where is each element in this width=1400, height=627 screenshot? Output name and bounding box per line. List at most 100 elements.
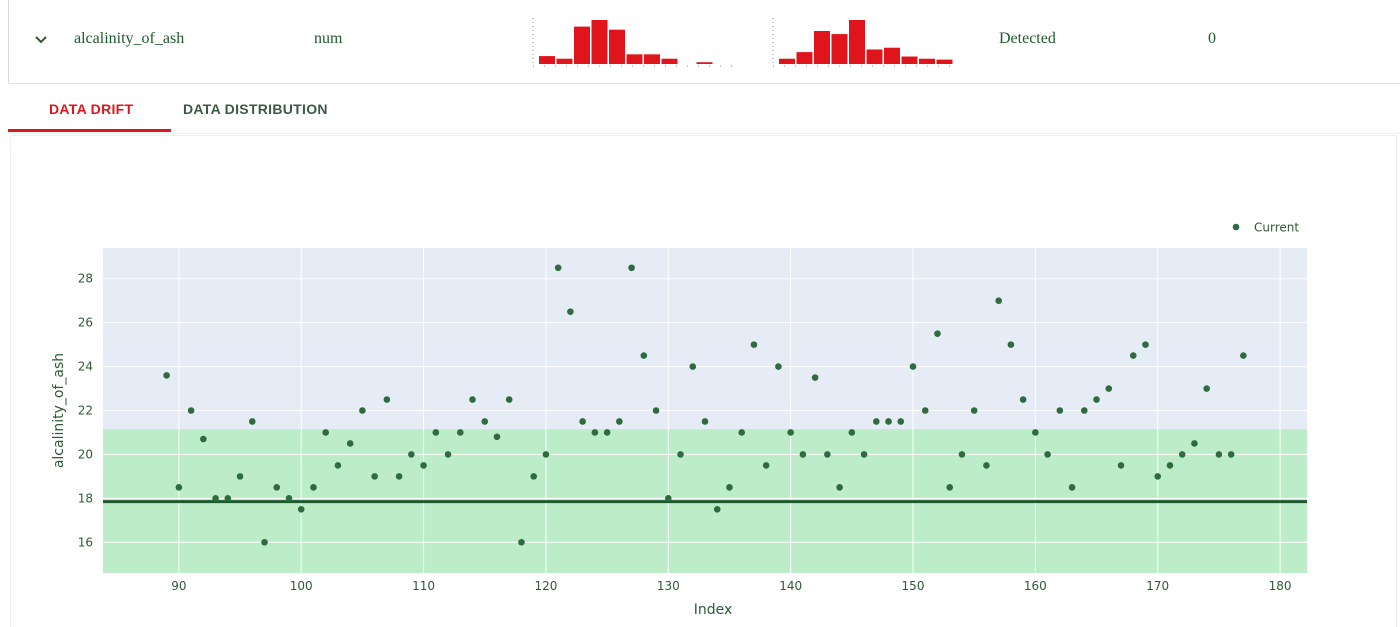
data-point: [1032, 429, 1039, 436]
mini-hist-bar: [884, 47, 900, 64]
data-point: [420, 462, 427, 469]
data-point: [983, 462, 990, 469]
data-point: [591, 429, 599, 436]
data-point: [970, 407, 978, 414]
data-point: [383, 396, 391, 403]
data-point: [493, 433, 501, 441]
feature-type: num: [314, 30, 343, 47]
data-point: [701, 418, 709, 425]
data-point: [1203, 385, 1210, 392]
data-point: [1105, 385, 1113, 392]
mini-hist-bar: [556, 58, 573, 64]
x-tick-label: 120: [534, 579, 557, 593]
data-point: [713, 506, 721, 513]
mini-hist-bar: [831, 34, 848, 64]
tab-data-drift[interactable]: DATA DRIFT: [49, 101, 134, 117]
mini-hist-bar: [936, 59, 953, 64]
data-point: [726, 484, 733, 491]
data-point: [775, 363, 782, 370]
data-point: [175, 484, 183, 491]
data-point: [848, 429, 856, 436]
mini-hist-bar: [574, 26, 590, 65]
data-point: [359, 407, 366, 414]
y-tick-label: 26: [78, 316, 93, 330]
y-tick-label: 28: [78, 272, 93, 286]
data-point: [432, 429, 440, 436]
data-point: [456, 429, 464, 436]
data-point: [163, 372, 170, 379]
y-axis-label: alcalinity_of_ash: [51, 353, 67, 468]
mini-hist-bar: [609, 29, 625, 64]
drift-scatter-chart: 16 18 20 22 24 26 28 90 100 110 120 130 140 150 160 170…: [51, 221, 1307, 618]
data-point: [408, 451, 415, 458]
data-point: [1240, 352, 1247, 359]
data-point: [518, 538, 525, 546]
data-point: [603, 429, 611, 436]
data-point: [273, 484, 281, 491]
data-point: [824, 451, 831, 458]
x-tick-label: 150: [902, 579, 925, 593]
data-point: [1117, 462, 1125, 469]
data-point: [346, 440, 354, 447]
x-axis-label: Index: [694, 602, 733, 618]
data-point: [873, 418, 880, 425]
data-point: [567, 308, 574, 315]
data-point: [1093, 396, 1100, 403]
x-tick-label: 170: [1146, 579, 1169, 593]
data-point: [677, 451, 684, 458]
data-point: [738, 429, 746, 436]
data-point: [860, 451, 868, 458]
mini-hist-bar: [661, 58, 678, 64]
mini-hist-bar: [919, 58, 935, 64]
mini-hist-bar: [779, 58, 795, 64]
data-point: [750, 341, 758, 348]
reference-histogram: [532, 18, 733, 67]
data-point: [187, 407, 195, 414]
tab-bar: DATA DRIFT DATA DISTRIBUTION: [8, 84, 1400, 134]
data-point: [836, 484, 843, 491]
data-point: [1019, 396, 1027, 403]
data-point: [1142, 341, 1149, 348]
y-tick-label: 20: [78, 447, 93, 461]
mini-hist-bar: [814, 31, 830, 64]
x-tick-label: 110: [412, 579, 435, 593]
data-point: [616, 418, 623, 425]
current-histogram: [772, 18, 953, 67]
data-point: [664, 495, 672, 502]
data-point: [248, 418, 256, 425]
data-point: [1056, 407, 1064, 414]
chevron-down-icon[interactable]: [31, 30, 51, 50]
data-point: [579, 418, 586, 425]
data-point: [554, 264, 562, 272]
tab-data-distribution[interactable]: DATA DISTRIBUTION: [183, 101, 328, 117]
mini-hist-bar: [696, 62, 713, 64]
data-point: [322, 429, 329, 436]
data-point: [334, 462, 342, 469]
data-point: [909, 363, 917, 370]
data-point: [958, 451, 966, 458]
data-point: [946, 484, 954, 491]
data-point: [995, 297, 1002, 305]
data-point: [542, 451, 550, 458]
mini-hist-bar: [626, 54, 643, 64]
feature-row: alcalinity_of_ash num Detected 0: [8, 0, 1400, 84]
data-point: [689, 363, 697, 370]
y-tick-label: 16: [78, 535, 93, 549]
data-point: [762, 462, 770, 469]
data-point: [787, 429, 794, 436]
data-point: [236, 473, 244, 480]
mini-hist-bar: [901, 56, 918, 64]
data-point: [897, 418, 905, 425]
legend-label[interactable]: Current: [1254, 221, 1299, 235]
mini-hist-bar: [796, 52, 813, 64]
data-point: [628, 264, 635, 272]
x-tick-label: 140: [779, 579, 802, 593]
data-point: [505, 396, 513, 403]
x-tick-label: 100: [290, 579, 313, 593]
mini-hist-bar: [539, 56, 555, 64]
data-point: [921, 407, 929, 414]
legend-marker: [1232, 223, 1240, 231]
mini-hist-bar: [644, 54, 660, 64]
data-point: [1154, 473, 1162, 480]
data-point: [934, 330, 941, 337]
